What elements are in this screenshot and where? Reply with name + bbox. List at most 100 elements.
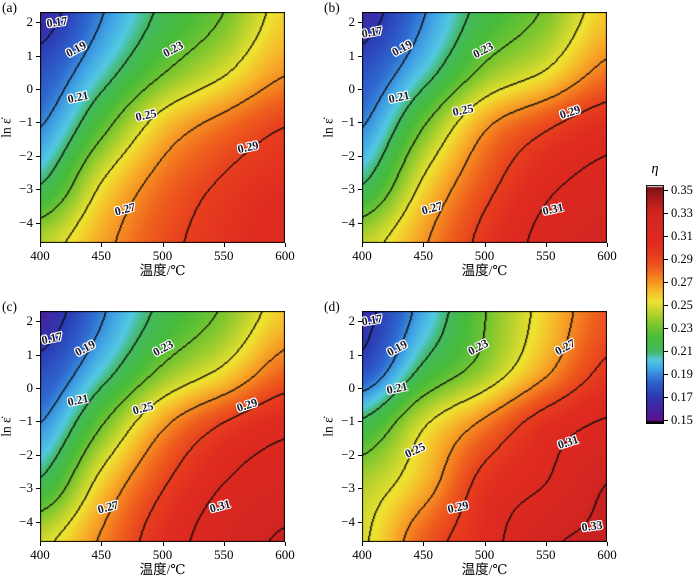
- x-tick-mark: [607, 243, 608, 247]
- colorbar-tick-mark: [664, 213, 668, 214]
- y-tick-label: 0: [26, 81, 34, 96]
- y-tick-mark: [358, 22, 362, 24]
- y-tick-mark: [358, 222, 362, 224]
- x-tick-label: 550: [536, 547, 556, 562]
- x-tick-label: 450: [91, 248, 112, 263]
- colorbar-tick-label: 0.17: [671, 390, 693, 404]
- x-tick-mark: [285, 542, 286, 546]
- y-tick-label: −4: [341, 513, 355, 529]
- y-tick-mark: [358, 521, 362, 523]
- colorbar-tick-label: 0.25: [671, 298, 693, 312]
- colorbar-tick-label: 0.21: [671, 344, 693, 358]
- panel-d: (d) 0.17 0.19 0.23 0.27 0.21 0.25 0.31 0.29 0.33 4…: [321, 300, 617, 576]
- x-tick-mark: [223, 542, 225, 546]
- contour-label: 0.33: [580, 517, 604, 535]
- contour-label: 0.17: [40, 328, 64, 347]
- x-tick-label: 400: [352, 547, 372, 562]
- y-tick-mark: [36, 222, 40, 224]
- x-tick-mark: [362, 542, 363, 546]
- colorbar-tick-mark: [664, 190, 668, 191]
- y-tick-mark: [358, 89, 362, 90]
- colorbar-tick-label: 0.33: [671, 206, 693, 220]
- y-tick-mark: [36, 122, 40, 124]
- y-tick-mark: [36, 388, 40, 389]
- x-tick-label: 500: [474, 248, 495, 263]
- x-tick-label: 600: [275, 547, 295, 562]
- y-tick-label: 2: [348, 313, 356, 329]
- x-tick-mark: [40, 243, 41, 247]
- x-tick-mark: [607, 542, 608, 546]
- panel-tag: (a): [2, 0, 17, 15]
- y-tick-label: 1: [26, 346, 34, 362]
- y-tick-mark: [36, 521, 40, 523]
- x-tick-mark: [101, 243, 103, 247]
- y-tick-label: −3: [19, 480, 33, 496]
- y-tick-label: 0: [348, 81, 356, 96]
- x-tick-label: 450: [413, 547, 434, 562]
- y-tick-label: −1: [341, 413, 355, 429]
- x-tick-mark: [285, 243, 286, 247]
- y-tick-mark: [36, 155, 40, 157]
- x-tick-label: 550: [214, 547, 234, 562]
- x-axis-title: 温度/℃: [139, 263, 186, 278]
- colorbar-tick-mark: [664, 282, 668, 283]
- contour-label: 0.21: [66, 390, 90, 409]
- y-tick-label: −2: [341, 446, 355, 462]
- y-tick-label: 1: [26, 47, 34, 63]
- colorbar-tick-label: 0.15: [671, 413, 693, 427]
- x-tick-mark: [484, 542, 486, 546]
- x-axis-title: 温度/℃: [139, 562, 186, 576]
- y-tick-label: 0: [26, 380, 34, 395]
- x-tick-mark: [362, 243, 363, 247]
- colorbar: η 0.35 0.33 0.31 0.29 0.27 0.25 0.23 0.21 0.19 0.…: [646, 161, 693, 427]
- contour-canvas: [362, 311, 607, 542]
- colorbar-tick-mark: [664, 259, 668, 260]
- x-axis-title: 温度/℃: [461, 263, 508, 278]
- panel-tag: (c): [2, 299, 17, 314]
- colorbar-title: η: [651, 161, 659, 177]
- y-tick-mark: [358, 421, 362, 423]
- x-tick-label: 600: [597, 248, 617, 263]
- y-axis-title: ln ε̇: [320, 416, 336, 437]
- x-tick-label: 600: [275, 248, 295, 263]
- colorbar-tick-mark: [664, 236, 668, 237]
- x-tick-label: 400: [30, 248, 50, 263]
- y-axis-title: ln ε̇: [0, 117, 14, 138]
- y-tick-label: −1: [341, 114, 355, 130]
- colorbar-gradient: [646, 185, 664, 424]
- y-tick-label: −1: [19, 413, 33, 429]
- y-tick-mark: [358, 321, 362, 323]
- colorbar-tick-label: 0.35: [671, 183, 693, 197]
- y-tick-label: −3: [341, 480, 355, 496]
- y-tick-label: −1: [19, 114, 33, 130]
- y-tick-mark: [36, 55, 40, 57]
- colorbar-tick-label: 0.23: [671, 321, 693, 335]
- y-tick-mark: [358, 354, 362, 356]
- contour-label: 0.17: [360, 23, 384, 41]
- y-tick-mark: [36, 189, 40, 191]
- x-tick-label: 500: [474, 547, 495, 562]
- contour-canvas: [40, 311, 285, 542]
- y-tick-label: −4: [341, 214, 355, 230]
- x-tick-mark: [162, 243, 164, 247]
- contour-canvas: [40, 12, 285, 243]
- contour-label: 0.17: [360, 311, 384, 329]
- y-tick-label: −3: [19, 181, 33, 197]
- panel-tag: (d): [324, 299, 340, 314]
- y-tick-mark: [36, 454, 40, 456]
- y-tick-label: −2: [19, 446, 33, 462]
- contour-label: 0.17: [45, 13, 69, 31]
- y-tick-label: 2: [26, 14, 34, 30]
- panel-tag: (b): [324, 0, 340, 15]
- y-tick-mark: [36, 354, 40, 356]
- y-tick-label: 1: [348, 47, 356, 63]
- colorbar-tick-mark: [664, 397, 668, 398]
- colorbar-tick-mark: [664, 374, 668, 375]
- y-tick-mark: [36, 89, 40, 90]
- y-tick-label: 1: [348, 346, 356, 362]
- x-tick-label: 600: [597, 547, 617, 562]
- x-tick-label: 400: [30, 547, 50, 562]
- y-tick-mark: [358, 488, 362, 490]
- x-tick-label: 450: [413, 248, 434, 263]
